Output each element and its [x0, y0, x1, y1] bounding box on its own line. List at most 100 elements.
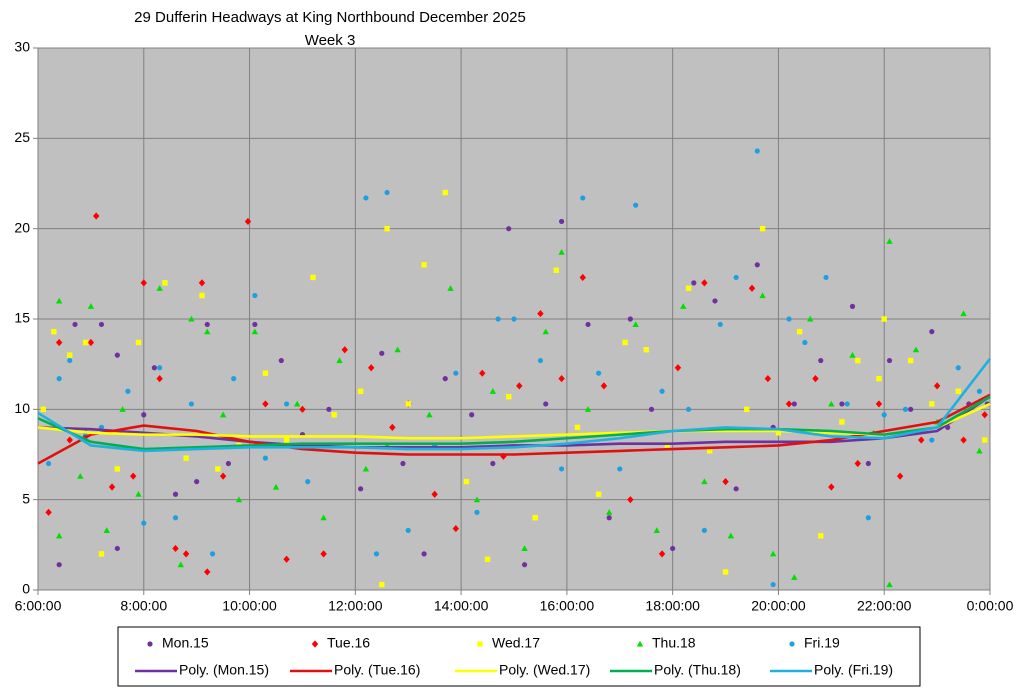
- y-tick-label: 25: [14, 129, 30, 145]
- data-point: [219, 472, 227, 480]
- legend-marker: [311, 640, 319, 648]
- legend-label: Wed.17: [492, 635, 540, 651]
- data-point: [363, 195, 369, 201]
- plot-border: [37, 47, 991, 591]
- data-point: [844, 401, 850, 407]
- data-point: [596, 370, 602, 376]
- data-point: [532, 515, 538, 521]
- data-point: [881, 316, 887, 322]
- legend-label: Poly. (Fri.19): [814, 662, 893, 678]
- data-point: [516, 382, 523, 390]
- data-point: [198, 279, 206, 287]
- data-point: [244, 217, 252, 226]
- data-point: [759, 292, 766, 299]
- trend-line: [37, 402, 991, 440]
- data-point: [701, 478, 708, 485]
- data-point: [235, 496, 243, 503]
- data-point: [479, 369, 486, 377]
- data-point: [151, 365, 157, 371]
- data-point: [722, 569, 729, 575]
- y-tick-label: 10: [14, 400, 30, 416]
- data-point: [45, 508, 52, 516]
- data-point: [791, 574, 798, 580]
- data-point: [627, 316, 633, 322]
- data-point: [262, 400, 269, 408]
- data-point: [849, 303, 856, 309]
- data-point: [426, 411, 433, 418]
- data-point: [764, 375, 772, 383]
- data-point: [447, 285, 454, 291]
- data-point: [886, 581, 893, 588]
- data-point: [55, 338, 63, 347]
- data-point: [506, 393, 512, 400]
- data-point: [495, 316, 501, 322]
- data-point: [759, 225, 766, 232]
- data-point: [701, 279, 708, 287]
- data-point: [463, 478, 470, 485]
- x-tick-label: 18:00:00: [645, 598, 700, 614]
- legend-label: Fri.19: [804, 635, 840, 651]
- data-point: [796, 328, 803, 335]
- data-point: [912, 346, 920, 353]
- y-tick-label: 20: [14, 219, 30, 235]
- data-point: [929, 437, 935, 443]
- data-point: [754, 148, 760, 154]
- data-point: [558, 375, 565, 383]
- data-point: [622, 339, 628, 346]
- data-point: [506, 226, 512, 232]
- data-point: [283, 437, 290, 443]
- legend-marker: [147, 641, 153, 647]
- data-point: [670, 545, 676, 552]
- data-point: [231, 376, 237, 382]
- data-point: [156, 375, 163, 383]
- data-point: [379, 350, 385, 356]
- data-point: [92, 212, 100, 220]
- chart-title: 29 Dufferin Headways at King Northbound …: [134, 9, 526, 26]
- data-point: [98, 321, 105, 328]
- data-point: [156, 285, 163, 291]
- data-point: [580, 195, 586, 201]
- data-point: [183, 455, 189, 461]
- data-point: [98, 551, 105, 557]
- data-point: [537, 357, 544, 364]
- data-point: [929, 401, 935, 407]
- data-point: [854, 459, 861, 468]
- legend-label: Mon.15: [162, 635, 209, 651]
- data-point: [252, 292, 258, 299]
- data-point: [431, 490, 438, 498]
- y-tick-label: 15: [14, 310, 30, 326]
- x-tick-label: 20:00:00: [751, 598, 806, 614]
- x-tick-label: 8:00:00: [120, 598, 167, 614]
- data-point: [542, 328, 549, 335]
- data-point: [802, 339, 808, 346]
- data-point: [357, 388, 364, 394]
- data-point: [67, 357, 73, 364]
- data-point: [876, 375, 882, 382]
- data-point: [818, 357, 824, 364]
- data-point: [67, 352, 73, 358]
- data-point: [521, 562, 528, 568]
- data-point: [135, 339, 142, 346]
- data-point: [664, 442, 671, 449]
- data-point: [135, 491, 142, 497]
- data-point: [405, 527, 411, 533]
- legend-marker: [636, 640, 644, 647]
- data-point: [141, 412, 147, 418]
- data-point: [194, 479, 200, 485]
- data-point: [818, 533, 824, 539]
- data-point: [368, 364, 375, 372]
- data-point: [66, 436, 73, 444]
- data-point: [733, 274, 739, 281]
- data-point: [293, 400, 301, 407]
- x-tick-label: 12:00:00: [328, 598, 383, 614]
- data-point: [907, 357, 914, 364]
- legend-label: Thu.18: [652, 635, 696, 651]
- data-point: [108, 483, 116, 491]
- data-point: [658, 550, 666, 558]
- data-point: [982, 437, 988, 443]
- data-point: [659, 388, 665, 394]
- data-point: [283, 401, 290, 407]
- data-point: [204, 568, 211, 576]
